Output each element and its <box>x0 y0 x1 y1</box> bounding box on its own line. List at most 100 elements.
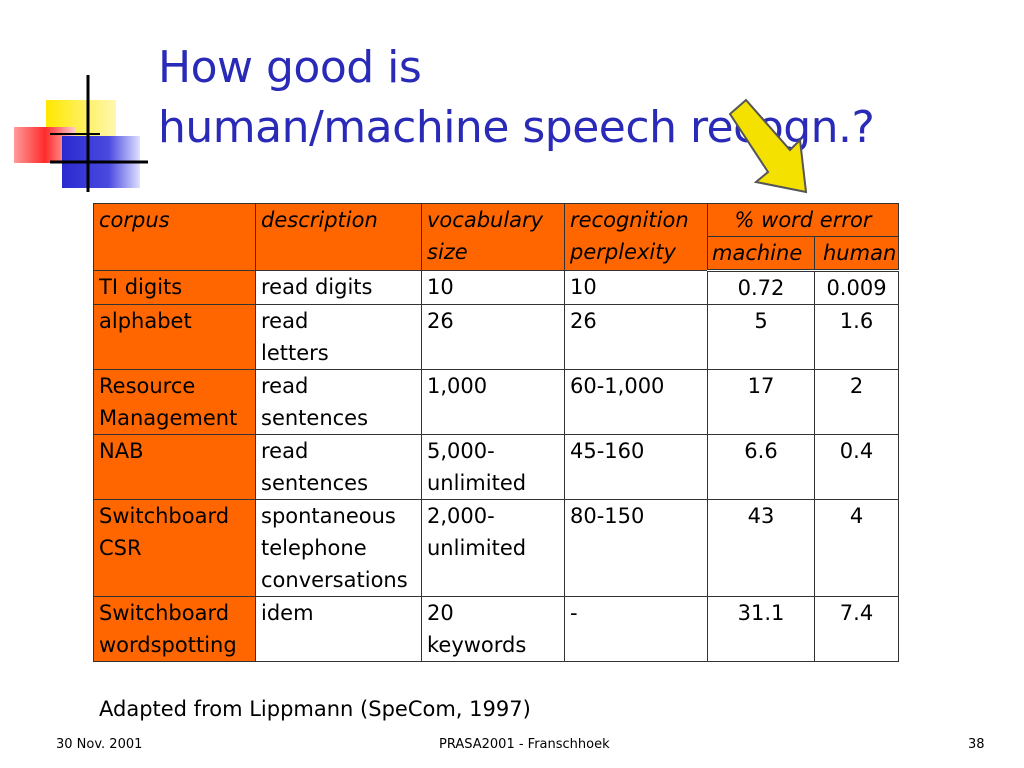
cell-line: conversations <box>261 568 408 592</box>
cell-line: keywords <box>427 633 527 657</box>
cell-line: 45-160 <box>570 439 645 463</box>
cell-line: CSR <box>99 536 142 560</box>
cell-line: idem <box>261 601 314 625</box>
title-line-1: How good is <box>158 42 422 93</box>
cell-line: read <box>261 374 309 398</box>
cell-corpus: TI digits <box>93 270 256 305</box>
footer-date: 30 Nov. 2001 <box>56 737 143 752</box>
header-corpus: corpus <box>93 203 256 271</box>
table-row: TI digits read digits 10 10 0.72 0.009 <box>93 270 899 305</box>
results-table: corpus description vocabulary size recog… <box>93 203 899 662</box>
cell-human: 7.4 <box>814 596 899 662</box>
cell-line: 5,000- <box>427 439 495 463</box>
cell-machine: 5 <box>707 304 815 370</box>
header-line: vocabulary <box>427 208 544 232</box>
table-row: NAB read sentences 5,000- unlimited 45-1… <box>93 434 899 500</box>
footer-center: PRASA2001 - Franschhoek <box>439 737 610 752</box>
cell-line: sentences <box>261 471 369 495</box>
cell-corpus: Resource Management <box>93 369 256 435</box>
cell-line: Management <box>99 406 238 430</box>
cell-line: 20 <box>427 601 454 625</box>
cell-line: read <box>261 439 309 463</box>
header-vocabulary: vocabulary size <box>421 203 565 271</box>
table-row: alphabet read letters 26 26 5 1.6 <box>93 304 899 370</box>
cell-perplexity: - <box>564 596 708 662</box>
cell-human: 1.6 <box>814 304 899 370</box>
down-arrow-icon <box>716 92 826 202</box>
cell-perplexity: 10 <box>564 270 708 305</box>
footer-page-number: 38 <box>968 737 985 752</box>
header-perplexity: recognition perplexity <box>564 203 708 271</box>
cell-line: sentences <box>261 406 369 430</box>
cell-line: read <box>261 309 309 333</box>
cell-vocabulary: 26 <box>421 304 565 370</box>
cell-human: 4 <box>814 499 899 597</box>
cell-vocabulary: 2,000- unlimited <box>421 499 565 597</box>
cell-perplexity: 26 <box>564 304 708 370</box>
cell-line: wordspotting <box>99 633 237 657</box>
header-line: perplexity <box>570 240 676 264</box>
cell-line: - <box>570 601 578 625</box>
cell-line: 26 <box>570 309 597 333</box>
cell-corpus: Switchboard wordspotting <box>93 596 256 662</box>
cell-description: read sentences <box>255 434 422 500</box>
cell-machine: 0.72 <box>707 270 815 305</box>
header-line: size <box>427 240 468 264</box>
table-header-row: corpus description vocabulary size recog… <box>93 203 899 271</box>
cell-human: 2 <box>814 369 899 435</box>
source-caption: Adapted from Lippmann (SpeCom, 1997) <box>99 697 531 721</box>
cell-line: 80-150 <box>570 504 645 528</box>
cell-line: alphabet <box>99 309 192 333</box>
cell-vocabulary: 20 keywords <box>421 596 565 662</box>
cell-description: read letters <box>255 304 422 370</box>
cell-line: 2,000- <box>427 504 495 528</box>
cell-line: Switchboard <box>99 504 230 528</box>
cell-machine: 6.6 <box>707 434 815 500</box>
cell-line: unlimited <box>427 471 527 495</box>
cell-vocabulary: 10 <box>421 270 565 305</box>
cell-corpus: NAB <box>93 434 256 500</box>
title-line-2: human/machine speech recogn.? <box>158 102 875 153</box>
cell-perplexity: 45-160 <box>564 434 708 500</box>
cell-corpus: alphabet <box>93 304 256 370</box>
table-row: Switchboard CSR spontaneous telephone co… <box>93 499 899 597</box>
cell-perplexity: 80-150 <box>564 499 708 597</box>
cell-line: 26 <box>427 309 454 333</box>
table-row: Switchboard wordspotting idem 20 keyword… <box>93 596 899 662</box>
cell-line: Resource <box>99 374 196 398</box>
cell-machine: 31.1 <box>707 596 815 662</box>
cell-vocabulary: 5,000- unlimited <box>421 434 565 500</box>
cell-description: spontaneous telephone conversations <box>255 499 422 597</box>
header-machine: machine <box>707 236 815 272</box>
header-human: human <box>814 236 899 272</box>
cell-machine: 17 <box>707 369 815 435</box>
cell-line: telephone <box>261 536 367 560</box>
slide-title: How good is human/machine speech recogn.… <box>158 38 998 158</box>
cell-line: spontaneous <box>261 504 396 528</box>
cell-line: 1,000 <box>427 374 488 398</box>
cell-line: 10 <box>570 275 597 299</box>
slide-ornament-icon <box>0 70 150 200</box>
cell-line: 60-1,000 <box>570 374 665 398</box>
header-line: recognition <box>570 208 689 232</box>
cell-description: read digits <box>255 270 422 305</box>
cell-description: idem <box>255 596 422 662</box>
table-row: Resource Management read sentences 1,000… <box>93 369 899 435</box>
cell-line: unlimited <box>427 536 527 560</box>
cell-corpus: Switchboard CSR <box>93 499 256 597</box>
cell-line: NAB <box>99 439 144 463</box>
cell-vocabulary: 1,000 <box>421 369 565 435</box>
table-subheader-row: machine human <box>94 236 899 272</box>
cell-line: read digits <box>261 275 373 299</box>
cell-description: read sentences <box>255 369 422 435</box>
header-word-error: % word error <box>707 203 899 237</box>
cell-line: letters <box>261 341 329 365</box>
cell-machine: 43 <box>707 499 815 597</box>
cell-human: 0.009 <box>814 270 899 305</box>
cell-line: 10 <box>427 275 454 299</box>
header-description: description <box>255 203 422 271</box>
cell-human: 0.4 <box>814 434 899 500</box>
cell-line: TI digits <box>99 275 183 299</box>
cell-line: Switchboard <box>99 601 230 625</box>
cell-perplexity: 60-1,000 <box>564 369 708 435</box>
